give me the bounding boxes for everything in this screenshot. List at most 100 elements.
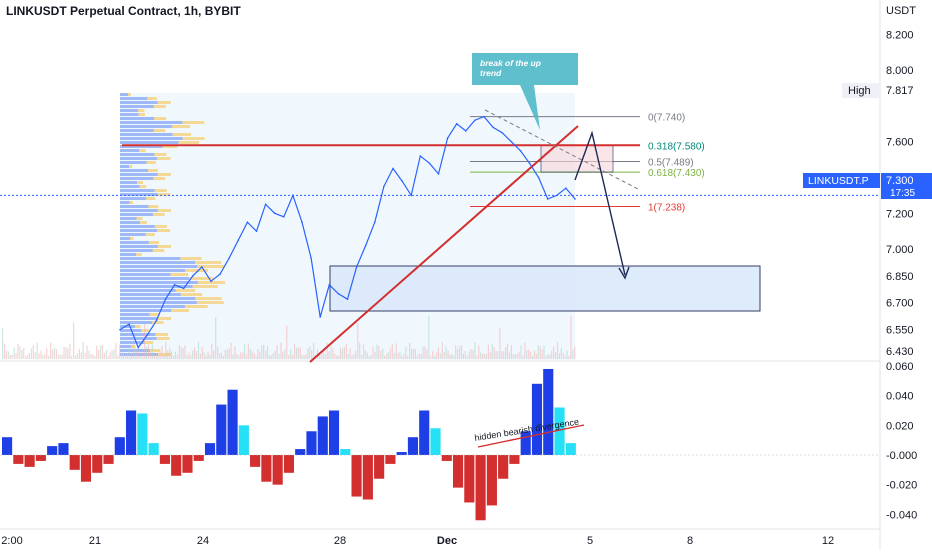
volume-profile-bar: [120, 141, 179, 144]
volume-profile-bar: [120, 165, 130, 168]
volume-bar: [478, 345, 480, 359]
volume-bar: [86, 345, 88, 359]
volume-bar: [549, 354, 551, 359]
volume-profile-bar: [184, 305, 208, 308]
volume-bar: [560, 347, 562, 359]
oscillator-bar: [227, 389, 238, 455]
chart-title: LINKUSDT Perpetual Contract, 1h, BYBIT: [6, 4, 241, 18]
oscillator-bar: [92, 455, 103, 473]
volume-bar: [146, 346, 148, 359]
oscillator-bar: [47, 446, 58, 455]
volume-profile-bar: [120, 309, 172, 312]
volume-profile-bar: [197, 281, 226, 284]
volume-profile-bar: [120, 305, 185, 308]
volume-bar: [201, 346, 203, 359]
volume-bar: [184, 345, 186, 359]
volume-profile-bar: [157, 209, 172, 212]
volume-bar: [297, 348, 299, 359]
high-tag-value: 7.817: [886, 85, 914, 97]
volume-bar: [26, 354, 29, 359]
volume-bar: [130, 353, 132, 359]
price-point: [364, 244, 367, 247]
volume-bar: [51, 349, 54, 359]
volume-profile-bar: [180, 257, 202, 260]
volume-bar: [48, 355, 50, 359]
volume-profile-bar: [157, 193, 171, 196]
price-tag-bg: [881, 173, 932, 199]
forecast-path: [574, 130, 626, 276]
volume-bar: [318, 354, 320, 359]
volume-bar: [395, 343, 397, 359]
volume-bar: [73, 322, 75, 359]
volume-bar: [547, 353, 549, 359]
oscillator-tick-label: -0.040: [886, 509, 917, 521]
volume-bar: [284, 349, 286, 359]
volume-bar: [290, 349, 292, 359]
oscillator-bar: [396, 452, 407, 455]
price-point: [546, 198, 549, 200]
volume-bar: [366, 352, 368, 359]
volume-bar: [322, 349, 324, 359]
price-point: [301, 221, 303, 224]
price-point: [574, 198, 576, 200]
price-point: [374, 221, 376, 224]
volume-bar: [457, 348, 459, 359]
volume-bar: [332, 348, 334, 359]
volume-bar: [343, 347, 345, 359]
oscillator-bar: [340, 449, 351, 455]
volume-bar: [443, 352, 445, 359]
fib-golden-box: [540, 144, 614, 173]
volume-bar: [53, 347, 56, 359]
volume-profile-bar: [120, 153, 155, 156]
volume-bar: [514, 353, 516, 359]
volume-profile-bar: [120, 121, 183, 124]
oscillator-bar: [272, 455, 283, 485]
volume-bar: [359, 342, 361, 359]
price-point: [128, 323, 130, 326]
forecast-arrowhead: [618, 266, 630, 280]
high-tag-bg: [842, 83, 880, 98]
oscillator-bar: [80, 455, 92, 482]
volume-bar: [451, 353, 453, 359]
volume-bar: [232, 354, 234, 359]
volume-bar: [226, 349, 228, 359]
volume-bar: [215, 317, 217, 359]
price-point: [146, 334, 149, 336]
price-point: [501, 131, 504, 134]
volume-profile-bar: [120, 161, 147, 164]
volume-bar: [245, 354, 248, 359]
volume-bar: [353, 354, 355, 359]
price-point: [483, 115, 485, 118]
price-tick-label: 8.200: [886, 29, 914, 41]
volume-bar: [207, 351, 209, 359]
volume-bar: [453, 355, 455, 359]
volume-profile-bar: [120, 193, 158, 196]
volume-profile-bar: [120, 93, 128, 96]
volume-profile-bar: [120, 293, 181, 296]
volume-bar: [424, 346, 426, 359]
volume-profile-bar: [120, 281, 198, 284]
volume-profile-bar: [120, 345, 132, 348]
volume-bar: [101, 345, 104, 359]
volume-bar: [218, 353, 221, 359]
time-tick-label: 12: [822, 535, 834, 547]
volume-bar: [541, 349, 543, 359]
volume-profile-bar: [157, 173, 171, 176]
oscillator-bar: [565, 443, 576, 455]
volume-bar: [165, 342, 167, 359]
price-point: [328, 284, 331, 286]
oscillator-bar: [351, 455, 362, 497]
volume-bar: [362, 344, 365, 359]
price-point: [492, 126, 494, 129]
volume-bar: [464, 350, 466, 359]
price-tick-label: 7.000: [886, 244, 914, 256]
volume-profile-bar: [120, 117, 155, 120]
price-tick-label: 8.000: [886, 65, 914, 77]
volume-bar: [401, 355, 403, 359]
volume-profile-bar: [120, 233, 146, 236]
volume-profile-bar: [152, 249, 165, 252]
volume-bar: [163, 354, 165, 359]
volume-bar: [528, 349, 530, 359]
